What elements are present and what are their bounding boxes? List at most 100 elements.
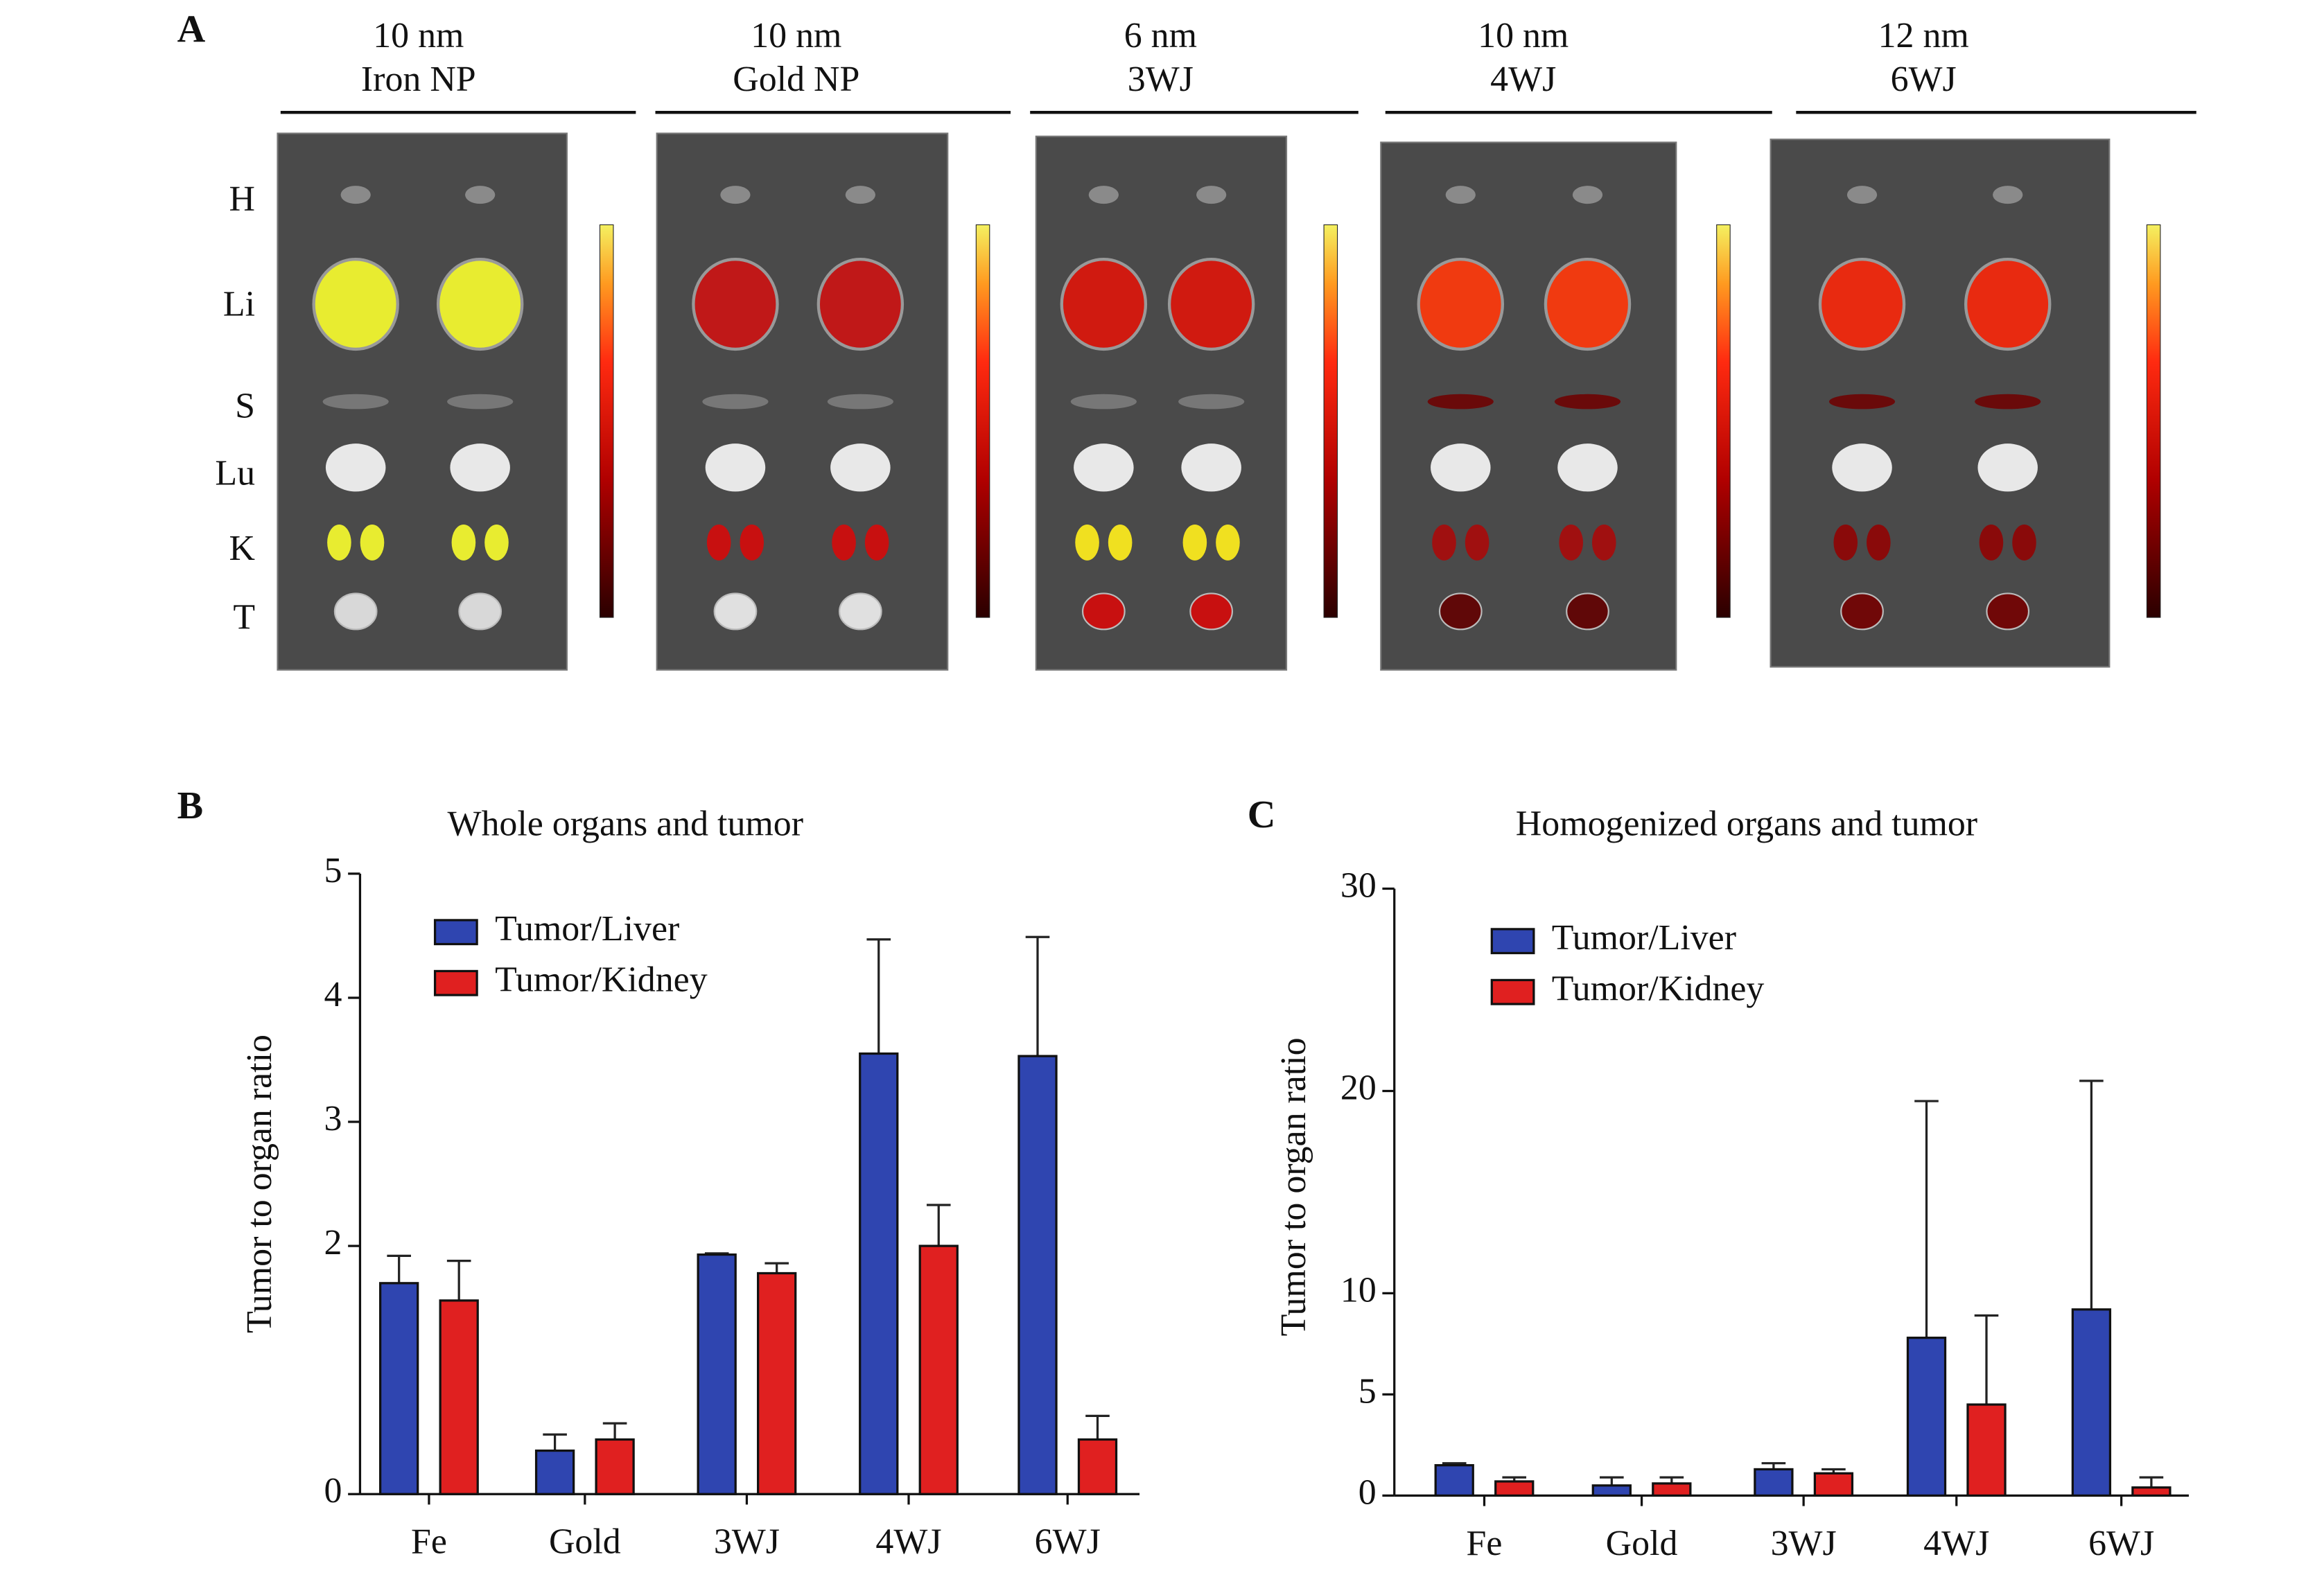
tumor xyxy=(458,592,503,631)
bar xyxy=(859,1052,899,1495)
tumor xyxy=(1081,592,1126,631)
liver xyxy=(1167,257,1255,351)
color-bar xyxy=(1716,224,1731,618)
kidney xyxy=(1075,524,1099,561)
panel-letter: B xyxy=(177,784,204,827)
spleen xyxy=(1070,394,1137,410)
lung xyxy=(1431,443,1491,492)
kidney xyxy=(1182,524,1207,561)
row-label: Li xyxy=(223,284,255,324)
tumor xyxy=(333,592,378,631)
y-axis-label: Tumor to organ ratio xyxy=(240,1035,279,1333)
column-name: Gold NP xyxy=(733,60,859,99)
lung xyxy=(1977,443,2038,492)
lung xyxy=(1557,443,1618,492)
spleen xyxy=(1975,394,2041,410)
lung xyxy=(325,443,386,492)
spleen xyxy=(322,394,389,410)
bar xyxy=(697,1253,737,1495)
column-size: 6 nm xyxy=(1124,16,1197,55)
tumor xyxy=(1566,592,1609,631)
y-tick-label: 0 xyxy=(1358,1472,1377,1512)
legend-swatch xyxy=(1490,978,1535,1005)
color-bar xyxy=(599,224,614,618)
lung xyxy=(1181,443,1241,492)
liver xyxy=(1964,257,2052,351)
tumor xyxy=(839,592,882,631)
legend-swatch xyxy=(433,969,478,996)
spleen xyxy=(1828,394,1896,410)
y-tick-label: 5 xyxy=(324,851,342,890)
legend-swatch xyxy=(1490,928,1535,955)
organ-image xyxy=(277,132,568,671)
panel-letter: A xyxy=(177,8,206,51)
legend-label: Tumor/Kidney xyxy=(1552,969,1765,1009)
kidney xyxy=(1559,524,1584,561)
liver xyxy=(312,257,399,351)
bar xyxy=(379,1282,419,1495)
kidney xyxy=(740,524,765,561)
row-label: S xyxy=(235,386,255,425)
heart xyxy=(1846,186,1878,204)
x-tick-label: Gold xyxy=(549,1522,621,1562)
spleen xyxy=(1178,394,1245,410)
chart-title: Homogenized organs and tumor xyxy=(1516,804,1977,844)
kidney xyxy=(484,524,509,561)
bar xyxy=(1813,1472,1854,1497)
heart xyxy=(465,186,496,204)
column-name: 3WJ xyxy=(1128,60,1194,99)
spleen xyxy=(1427,394,1494,410)
legend-label: Tumor/Liver xyxy=(1552,918,1736,958)
liver xyxy=(816,257,905,351)
tumor xyxy=(1840,592,1884,631)
y-tick-label: 20 xyxy=(1340,1068,1377,1107)
color-bar xyxy=(2146,224,2161,618)
column-name: 4WJ xyxy=(1490,60,1556,99)
organ-image xyxy=(1770,139,2111,668)
tumor xyxy=(1986,592,2030,631)
kidney xyxy=(1833,524,1858,561)
spleen xyxy=(1554,394,1621,410)
bar xyxy=(595,1438,635,1495)
lung xyxy=(1074,443,1134,492)
bar xyxy=(918,1244,959,1495)
kidney xyxy=(1465,524,1489,561)
panel-letter: C xyxy=(1248,793,1276,836)
liver xyxy=(1544,257,1632,351)
heart xyxy=(1445,186,1476,204)
row-label: T xyxy=(233,597,255,637)
kidney xyxy=(327,524,351,561)
column-name: 6WJ xyxy=(1891,60,1957,99)
heart xyxy=(1993,186,2023,204)
y-tick-label: 0 xyxy=(324,1471,342,1511)
legend-label: Tumor/Liver xyxy=(495,909,679,949)
bar xyxy=(1434,1463,1474,1497)
liver xyxy=(1060,257,1148,351)
bar xyxy=(2071,1308,2112,1497)
kidney xyxy=(1108,524,1133,561)
lung xyxy=(1832,443,1892,492)
spleen xyxy=(827,394,893,410)
kidney xyxy=(1979,524,2004,561)
kidney xyxy=(360,524,385,561)
liver xyxy=(692,257,779,351)
x-tick-label: 4WJ xyxy=(875,1522,941,1562)
organ-image xyxy=(656,132,949,671)
heart xyxy=(845,186,875,204)
bar xyxy=(1017,1055,1058,1495)
bar xyxy=(1494,1480,1535,1497)
column-name: Iron NP xyxy=(361,60,476,99)
color-bar xyxy=(975,224,990,618)
legend-swatch xyxy=(433,919,478,946)
column-size: 10 nm xyxy=(1478,16,1569,55)
x-tick-label: Gold xyxy=(1606,1524,1678,1563)
color-bar xyxy=(1323,224,1338,618)
bar xyxy=(1754,1468,1794,1497)
kidney xyxy=(2012,524,2036,561)
kidney xyxy=(451,524,476,561)
x-tick-label: Fe xyxy=(1467,1524,1503,1563)
x-tick-label: 6WJ xyxy=(1035,1522,1101,1562)
row-label: H xyxy=(229,179,255,219)
chart-title: Whole organs and tumor xyxy=(447,804,803,844)
